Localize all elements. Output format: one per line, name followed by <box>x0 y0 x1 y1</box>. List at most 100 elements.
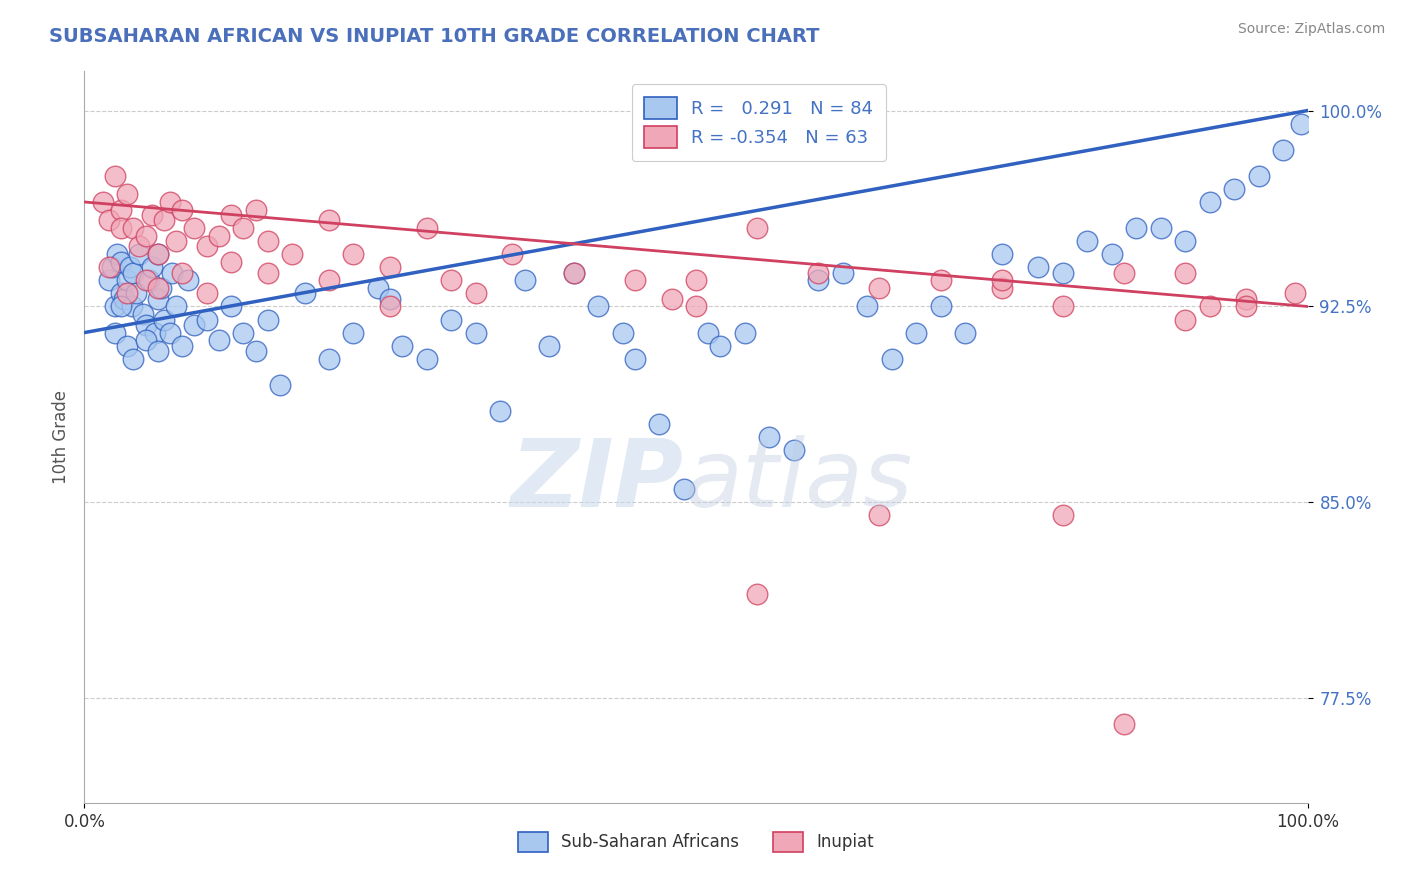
Point <box>153 213 176 227</box>
Point <box>1125 221 1147 235</box>
Point <box>121 300 143 314</box>
Y-axis label: 10th Grade: 10th Grade <box>52 390 70 484</box>
Point <box>1174 312 1197 326</box>
Point <box>869 508 891 523</box>
Point <box>734 326 756 340</box>
Point <box>624 273 647 287</box>
Point <box>1052 300 1074 314</box>
Point <box>1052 508 1074 523</box>
Point <box>91 194 114 209</box>
Point <box>1223 182 1246 196</box>
Text: SUBSAHARAN AFRICAN VS INUPIAT 10TH GRADE CORRELATION CHART: SUBSAHARAN AFRICAN VS INUPIAT 10TH GRADE… <box>49 27 820 45</box>
Point <box>110 255 132 269</box>
Point <box>905 326 928 340</box>
Point <box>562 266 585 280</box>
Point <box>929 273 952 287</box>
Point <box>172 266 194 280</box>
Point <box>128 239 150 253</box>
Point <box>195 239 218 253</box>
Point <box>208 228 231 243</box>
Point <box>538 339 561 353</box>
Point <box>880 351 903 366</box>
Point <box>502 247 524 261</box>
Point <box>991 273 1014 287</box>
Point <box>991 247 1014 261</box>
Point <box>132 307 155 321</box>
Point <box>146 247 169 261</box>
Point <box>758 430 780 444</box>
Point <box>1284 286 1306 301</box>
Point <box>112 292 135 306</box>
Point <box>115 187 138 202</box>
Point <box>165 300 187 314</box>
Point <box>562 266 585 280</box>
Point <box>991 281 1014 295</box>
Point <box>159 194 181 209</box>
Point <box>195 286 218 301</box>
Point <box>245 343 267 358</box>
Point <box>807 273 830 287</box>
Point <box>440 312 463 326</box>
Text: atlas: atlas <box>683 435 912 526</box>
Point <box>195 312 218 326</box>
Point <box>146 343 169 358</box>
Point <box>125 286 148 301</box>
Point <box>281 247 304 261</box>
Point <box>586 300 609 314</box>
Point <box>661 292 683 306</box>
Point <box>97 273 120 287</box>
Point <box>1247 169 1270 183</box>
Point <box>464 326 486 340</box>
Point <box>115 339 138 353</box>
Point <box>122 266 145 280</box>
Point <box>831 266 853 280</box>
Point <box>219 208 242 222</box>
Point <box>342 326 364 340</box>
Point <box>318 351 340 366</box>
Point <box>141 208 163 222</box>
Point <box>380 260 402 275</box>
Point <box>513 273 536 287</box>
Point <box>1114 717 1136 731</box>
Point <box>1101 247 1123 261</box>
Point <box>97 260 120 275</box>
Point <box>1174 234 1197 248</box>
Point <box>153 312 176 326</box>
Point <box>1291 117 1313 131</box>
Point <box>162 266 184 280</box>
Point <box>135 273 157 287</box>
Point <box>489 404 512 418</box>
Point <box>135 334 157 348</box>
Point <box>367 281 389 295</box>
Point <box>219 300 242 314</box>
Point <box>1150 221 1173 235</box>
Point <box>110 300 132 314</box>
Point <box>115 286 138 301</box>
Point <box>172 339 194 353</box>
Point <box>747 221 769 235</box>
Point <box>172 202 194 217</box>
Point <box>856 300 879 314</box>
Point <box>807 266 830 280</box>
Point <box>177 273 200 287</box>
Point <box>143 326 166 340</box>
Point <box>141 260 163 275</box>
Point <box>1076 234 1098 248</box>
Point <box>122 351 145 366</box>
Point <box>97 213 120 227</box>
Point <box>105 247 128 261</box>
Point <box>391 339 413 353</box>
Point <box>257 312 280 326</box>
Point <box>1174 266 1197 280</box>
Point <box>165 234 187 248</box>
Point <box>135 228 157 243</box>
Point <box>135 318 157 332</box>
Point <box>257 234 280 248</box>
Point <box>440 273 463 287</box>
Point <box>138 273 160 287</box>
Point <box>318 273 340 287</box>
Point <box>104 300 127 314</box>
Point <box>101 260 124 275</box>
Text: Source: ZipAtlas.com: Source: ZipAtlas.com <box>1237 22 1385 37</box>
Point <box>269 377 291 392</box>
